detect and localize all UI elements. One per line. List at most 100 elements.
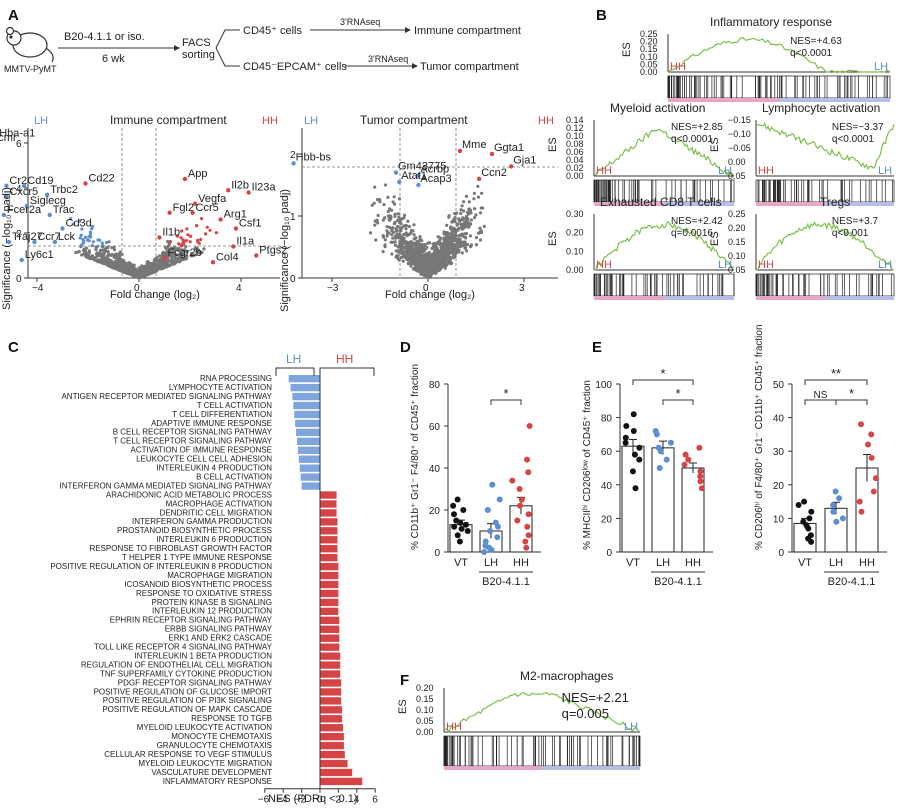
nes-pathway-label: B CELL ACTIVATION [196,472,272,481]
volcano-immune-point [141,268,146,272]
volcano-immune-point [96,251,100,256]
volcano-tumor-point [381,218,385,222]
volcano-tumor-point [473,207,477,211]
volcano-immune-gene-label: Hba-a1 [0,128,35,140]
dot-plot-point [630,411,637,418]
volcano-immune-ytick-label: 4 [16,184,22,195]
volcano-tumor-point [474,243,478,247]
nes-pathway-label: POSITIVE REGULATION OF GLUCOSE IMPORT [94,687,273,696]
volcano-tumor-point [383,183,388,187]
nes-pathway-label: PROSTANOID BIOSYNTHETIC PROCESS [117,526,272,535]
dot-plot-category: VT [798,557,812,569]
volcano-tumor-point [463,244,467,248]
dot-plot-point [807,532,814,539]
volcano-tumor-point [452,228,456,232]
gsea-rank-lh [664,296,734,300]
volcano-tumor-point [459,211,463,215]
dot-plot-ytick-label: 80 [429,380,441,391]
volcano-tumor-point [398,226,402,230]
volcano-immune-gene-point [47,212,52,218]
dot-plot-point [795,502,802,508]
volcano-tumor-point [445,263,449,267]
volcano-tumor-point [469,211,473,215]
nes-bar [320,661,341,669]
volcano-tumor-point [454,251,458,255]
volcano-immune-point [102,252,106,256]
volcano-tumor-point [417,269,421,273]
volcano-tumor-point [385,225,389,229]
volcano-tumor-point [386,195,390,199]
volcano-immune-point [152,258,156,262]
volcano-tumor-point [403,213,407,217]
volcano-immune-point [173,256,177,260]
rnaseq-2: 3'RNAseq [368,54,408,64]
dot-plot-point [663,456,670,463]
mouse-label: MMTV-PyMT [4,64,57,74]
volcano-immune-point [185,250,189,254]
nes-group-hh: HH [336,352,353,366]
volcano-tumor-point [478,238,483,242]
volcano-immune-point [106,249,110,254]
volcano-tumor-point [423,243,427,247]
volcano-immune-point [177,248,181,252]
volcano-tumor-point [425,255,429,259]
volcano-immune-gene-point [45,192,50,197]
volcano-immune-hh: HH [262,115,278,127]
dot-plot-point [868,454,875,461]
volcano-immune-gene-label: Il1a [236,236,255,248]
volcano-tumor-point [449,225,453,229]
volcano-tumor-point [450,220,454,224]
dot-plot-point [458,525,465,532]
gsea-rank-hh [594,296,664,300]
volcano-tumor-point [469,244,473,249]
volcano-tumor-point [381,250,385,254]
volcano-tumor-point [412,248,416,252]
volcano-tumor-point [438,242,442,247]
volcano-tumor-point [423,247,427,252]
dot-plot-point [629,468,636,475]
volcano-immune-point [118,250,122,254]
volcano-tumor-point [398,240,402,244]
dot-plot-sig-bracket [662,399,694,405]
volcano-immune-point [108,263,112,267]
volcano-immune-point [82,252,86,256]
dot-plot-point [800,518,807,525]
volcano-immune-point [202,247,206,251]
volcano-immune-gene-point [60,226,65,231]
volcano-immune-gene-label: Fcgr2b [168,247,202,259]
volcano-immune-title: Immune compartment [110,113,227,127]
volcano-immune-point [98,258,102,262]
volcano-immune-point [204,232,208,236]
gsea-hh: HH [670,61,686,73]
dot-plot-ytick-label: 40 [429,464,441,475]
nes-pathway-label: ARACHIDONIC ACID METABOLIC PROCESS [106,490,272,499]
volcano-immune-point [175,234,179,238]
gsea-ytick-label: 0.25 [728,209,746,219]
dot-plot-ytick-label: 100 [595,380,612,391]
volcano-immune-gene-point [210,260,216,265]
volcano-immune-point [159,266,163,270]
volcano-tumor-point [404,227,408,231]
volcano-immune-point [164,260,168,264]
volcano-tumor-gene-label: Gm43775 [398,161,446,173]
volcano-immune-point [132,274,136,278]
volcano-immune-point [146,271,151,275]
volcano-tumor-point [432,244,436,248]
dot-plot-point [858,508,865,515]
volcano-tumor-lh: LH [304,115,318,127]
dot-plot-category: VT [454,557,468,569]
mouse-icon [5,26,54,63]
gsea-lh: LH [878,165,892,177]
dot-plot-ytick-label: 60 [601,447,613,458]
volcano-tumor-point [419,242,423,246]
volcano-immune-point [199,237,203,242]
volcano-immune-point [182,242,186,246]
volcano-immune-point [163,263,167,267]
volcano-tumor-point [407,245,412,249]
gsea-nes: NES=+2.85 [671,122,723,133]
volcano-immune-point [138,274,142,278]
dot-plot-point [652,428,659,434]
volcano-tumor-point [453,233,458,237]
gsea-es-curve [755,122,895,171]
gsea-plot: M2-macrophages 0.000.050.100.150.20 ES NES=… [397,669,641,770]
